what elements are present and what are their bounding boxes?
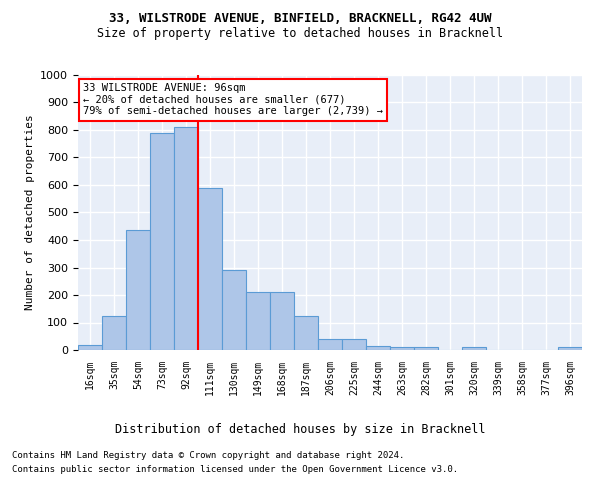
Bar xyxy=(294,316,318,350)
Text: 33 WILSTRODE AVENUE: 96sqm
← 20% of detached houses are smaller (677)
79% of sem: 33 WILSTRODE AVENUE: 96sqm ← 20% of deta… xyxy=(83,83,383,116)
Bar xyxy=(414,347,438,350)
Bar xyxy=(318,339,342,350)
Bar xyxy=(558,347,582,350)
Y-axis label: Number of detached properties: Number of detached properties xyxy=(25,114,35,310)
Text: Contains HM Land Registry data © Crown copyright and database right 2024.: Contains HM Land Registry data © Crown c… xyxy=(12,450,404,460)
Bar xyxy=(126,230,150,350)
Bar xyxy=(270,292,294,350)
Bar xyxy=(198,188,222,350)
Bar xyxy=(174,127,198,350)
Bar xyxy=(462,347,486,350)
Text: Distribution of detached houses by size in Bracknell: Distribution of detached houses by size … xyxy=(115,422,485,436)
Bar xyxy=(366,346,390,350)
Text: Size of property relative to detached houses in Bracknell: Size of property relative to detached ho… xyxy=(97,28,503,40)
Text: Contains public sector information licensed under the Open Government Licence v3: Contains public sector information licen… xyxy=(12,466,458,474)
Bar xyxy=(102,316,126,350)
Bar xyxy=(222,270,246,350)
Bar xyxy=(390,347,414,350)
Text: 33, WILSTRODE AVENUE, BINFIELD, BRACKNELL, RG42 4UW: 33, WILSTRODE AVENUE, BINFIELD, BRACKNEL… xyxy=(109,12,491,26)
Bar xyxy=(78,344,102,350)
Bar xyxy=(342,339,366,350)
Bar xyxy=(150,132,174,350)
Bar xyxy=(246,292,270,350)
